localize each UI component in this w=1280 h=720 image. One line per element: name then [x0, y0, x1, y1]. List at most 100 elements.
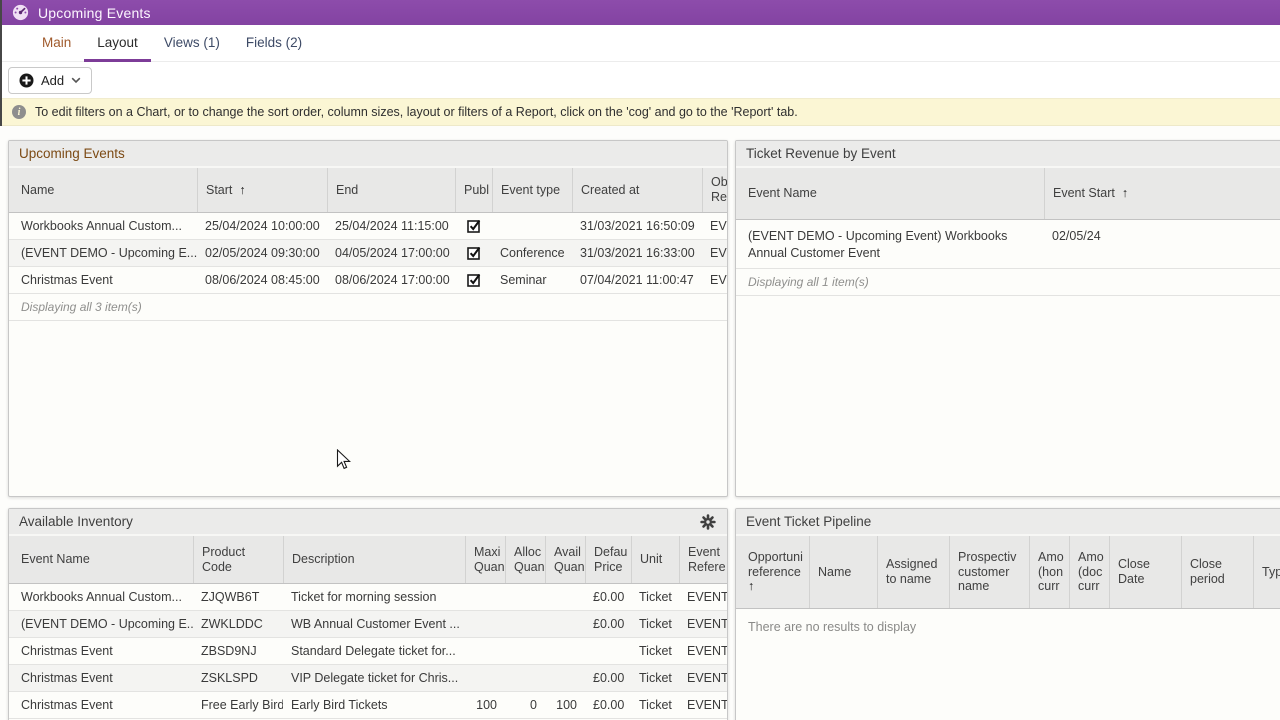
- col-event-type[interactable]: Event type: [492, 168, 572, 212]
- cell-end: 04/05/2024 17:00:00: [335, 246, 450, 260]
- col-amount-document-currency[interactable]: Amo (doc curr: [1069, 536, 1109, 608]
- col-assigned-to[interactable]: Assigned to name: [877, 536, 949, 608]
- cell-event-name: Workbooks Annual Custom...: [21, 590, 182, 604]
- cell-event-name: Christmas Event: [21, 644, 113, 658]
- tab-layout[interactable]: Layout: [84, 25, 151, 62]
- cell-event-type: Seminar: [500, 273, 547, 287]
- cell-event-reference: EVENT-: [687, 698, 727, 712]
- toolbar: Add: [0, 62, 1280, 98]
- col-event-reference[interactable]: Event Refere: [679, 536, 727, 583]
- panel-title: Event Ticket Pipeline: [746, 514, 872, 529]
- checked-checkbox-icon: [466, 247, 480, 260]
- table-row[interactable]: Workbooks Annual Custom... 25/04/2024 10…: [9, 213, 727, 240]
- col-event-start[interactable]: Event Start ↑: [1044, 168, 1280, 219]
- cell-description: Early Bird Tickets: [291, 698, 388, 712]
- checked-checkbox-icon: [466, 274, 480, 287]
- settings-gear-icon[interactable]: [699, 513, 717, 531]
- col-available-quantity[interactable]: Avail Quan: [545, 536, 585, 583]
- cell-end: 08/06/2024 17:00:00: [335, 273, 450, 287]
- col-prospective-customer[interactable]: Prospectiv customer name: [949, 536, 1029, 608]
- cell-description: Standard Delegate ticket for...: [291, 644, 456, 658]
- info-icon: i: [12, 105, 26, 119]
- pipeline-column-headers: Opportuni reference ↑ Name Assigned to n…: [736, 536, 1280, 609]
- col-end[interactable]: End: [327, 168, 455, 212]
- col-event-name[interactable]: Event Name: [748, 186, 817, 201]
- panel-ticket-revenue-header[interactable]: Ticket Revenue by Event: [736, 141, 1280, 168]
- published-checkbox: [455, 267, 492, 293]
- tab-main[interactable]: Main: [42, 34, 72, 50]
- col-allocated-quantity[interactable]: Alloc Quan: [505, 536, 545, 583]
- cell-event-reference: EVENT-: [687, 617, 727, 631]
- cell-default-price: £0.00: [593, 590, 625, 604]
- col-description[interactable]: Description: [283, 536, 465, 583]
- col-product-code[interactable]: Product Code: [193, 536, 283, 583]
- cell-default-price: £0.00: [593, 698, 625, 712]
- published-checkbox: [455, 240, 492, 266]
- cell-product-code: ZBSD9NJ: [201, 644, 257, 658]
- panel-upcoming-events-header[interactable]: Upcoming Events: [9, 141, 727, 168]
- tab-views[interactable]: Views (1): [163, 34, 220, 50]
- upcoming-events-column-headers: Name Start ↑ End Publ Event type Created …: [9, 168, 727, 213]
- tab-fields[interactable]: Fields (2): [245, 34, 303, 50]
- cell-unit: Ticket: [639, 617, 672, 631]
- table-row[interactable]: (EVENT DEMO - Upcoming E... 02/05/2024 0…: [9, 240, 727, 267]
- checked-checkbox-icon: [466, 220, 480, 233]
- cell-reference: EVENT-: [710, 246, 727, 260]
- ticket-revenue-column-headers: Event Name Event Start ↑: [736, 168, 1280, 220]
- cell-name: (EVENT DEMO - Upcoming E...: [21, 246, 197, 260]
- col-type[interactable]: Type: [1253, 536, 1280, 608]
- table-row[interactable]: Christmas Event 08/06/2024 08:45:00 08/0…: [9, 267, 727, 294]
- sort-ascending-icon: ↑: [1121, 186, 1129, 201]
- cell-event-name: Christmas Event: [21, 671, 113, 685]
- table-row[interactable]: Christmas Event ZBSD9NJ Standard Delegat…: [9, 638, 727, 665]
- cell-description: WB Annual Customer Event ...: [291, 617, 460, 631]
- cell-event-name: (EVENT DEMO - Upcoming E...: [21, 617, 193, 631]
- cell-end: 25/04/2024 11:15:00: [335, 219, 449, 233]
- cell-allocated-quantity: 0: [530, 698, 537, 712]
- table-row[interactable]: Christmas Event Free Early Bird Early Bi…: [9, 692, 727, 719]
- col-name[interactable]: Name: [21, 182, 55, 197]
- add-button[interactable]: Add: [8, 66, 93, 94]
- cell-available-quantity: [545, 665, 585, 691]
- col-unit[interactable]: Unit: [631, 536, 679, 583]
- cell-product-code: ZWKLDDC: [201, 617, 263, 631]
- col-close-period[interactable]: Close period: [1181, 536, 1253, 608]
- col-created-at[interactable]: Created at: [572, 168, 702, 212]
- table-row[interactable]: (EVENT DEMO - Upcoming E... ZWKLDDC WB A…: [9, 611, 727, 638]
- table-row[interactable]: Christmas Event ZSKLSPD VIP Delegate tic…: [9, 665, 727, 692]
- cell-name: Workbooks Annual Custom...: [21, 219, 182, 233]
- available-inventory-column-headers: Event Name Product Code Description Maxi…: [9, 536, 727, 584]
- col-name[interactable]: Name: [809, 536, 877, 608]
- cell-available-quantity: 100: [556, 698, 577, 712]
- cell-event-start: 02/05/24: [1052, 229, 1101, 243]
- cell-default-price: £0.00: [593, 617, 625, 631]
- panel-title: Available Inventory: [19, 514, 133, 529]
- col-object-reference[interactable]: Obje Refe: [702, 168, 727, 212]
- col-max-quantity[interactable]: Maxi Quan: [465, 536, 505, 583]
- col-start[interactable]: Start ↑: [197, 168, 327, 212]
- col-close-date[interactable]: Close Date: [1109, 536, 1181, 608]
- cell-name: Christmas Event: [21, 273, 113, 287]
- page-title: Upcoming Events: [38, 4, 151, 21]
- mouse-cursor: [336, 449, 351, 470]
- cell-created-at: 31/03/2021 16:50:09: [580, 219, 695, 233]
- col-amount-home-currency[interactable]: Amo (hon curr: [1029, 536, 1069, 608]
- no-results-message: There are no results to display: [748, 620, 917, 634]
- col-event-name[interactable]: Event Name: [21, 552, 90, 567]
- table-row[interactable]: (EVENT DEMO - Upcoming Event) Workbooks …: [736, 220, 1280, 269]
- col-default-price[interactable]: Defau Price: [585, 536, 631, 583]
- cell-available-quantity: [545, 611, 585, 637]
- cell-event-type: Conference: [500, 246, 565, 260]
- panel-event-ticket-pipeline-header[interactable]: Event Ticket Pipeline: [736, 509, 1280, 536]
- table-row[interactable]: Workbooks Annual Custom... ZJQWB6T Ticke…: [9, 584, 727, 611]
- info-banner-text: To edit filters on a Chart, or to change…: [35, 105, 798, 119]
- cell-event-name: (EVENT DEMO - Upcoming Event) Workbooks …: [748, 229, 1008, 260]
- panel-available-inventory-header[interactable]: Available Inventory: [9, 509, 727, 536]
- cell-unit: Ticket: [639, 671, 672, 685]
- cell-allocated-quantity: [505, 665, 545, 691]
- cell-created-at: 07/04/2021 11:00:47: [580, 273, 694, 287]
- col-opportunity-reference[interactable]: Opportuni reference ↑: [748, 549, 803, 594]
- panel-available-inventory: Available Inventory Event Name Product C…: [8, 508, 728, 720]
- col-publ[interactable]: Publ: [455, 168, 492, 212]
